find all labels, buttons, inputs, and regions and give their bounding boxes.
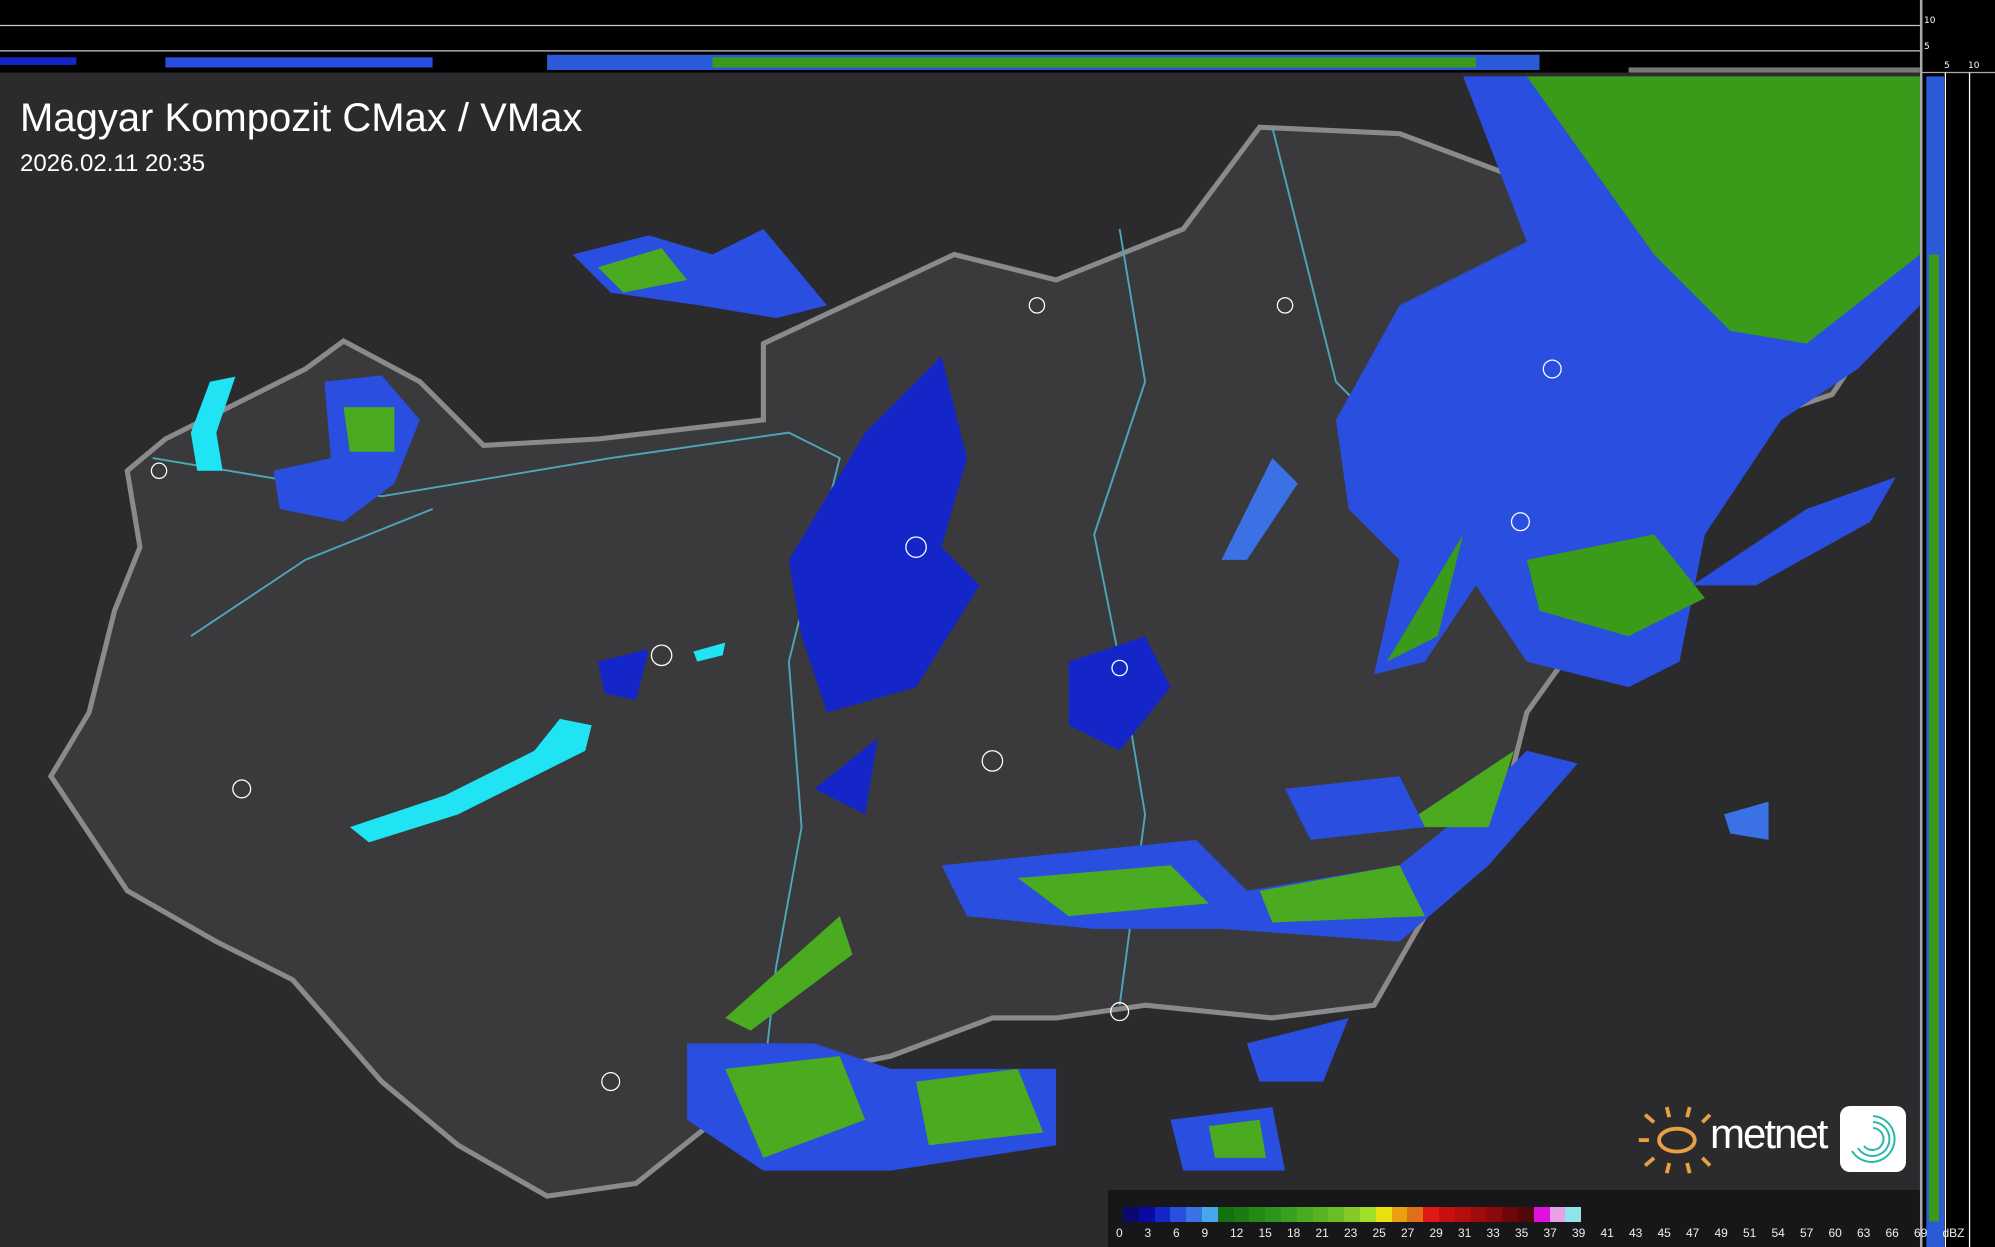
horizontal-scale-tick: 10 (1968, 61, 1980, 71)
legend-swatch (1359, 1207, 1376, 1222)
legend-swatch (1565, 1207, 1582, 1222)
legend-swatch (1265, 1207, 1281, 1222)
legend-swatch (1375, 1207, 1392, 1222)
legend-swatch (1423, 1207, 1439, 1222)
vertical-scale-tick: 10 (1924, 16, 1936, 26)
legend-label: 12 (1230, 1226, 1244, 1240)
lake-balaton (349, 718, 592, 843)
legend-swatch (1296, 1207, 1313, 1222)
legend-color-bar (1123, 1207, 1582, 1222)
legend-label: 41 (1600, 1226, 1614, 1240)
legend-label: 47 (1686, 1226, 1700, 1240)
legend-label: 39 (1572, 1226, 1586, 1240)
legend-swatch (1249, 1207, 1266, 1222)
legend-label: 23 (1344, 1226, 1358, 1240)
radar-echoes (273, 76, 1920, 1171)
legend-label: 15 (1258, 1226, 1272, 1240)
metnet-wordmark: metnet (1710, 1110, 1828, 1157)
legend-label: 3 (1144, 1226, 1152, 1240)
top-cross-section (0, 24, 1920, 73)
legend-label: 29 (1429, 1226, 1443, 1240)
legend-label: 35 (1515, 1226, 1529, 1240)
swirl-logo-icon (1840, 1106, 1906, 1172)
legend-label: 33 (1486, 1226, 1500, 1240)
legend-swatch (1549, 1207, 1566, 1222)
legend-label: 9 (1201, 1226, 1209, 1240)
legend-label: 54 (1771, 1226, 1785, 1240)
legend-swatch (1201, 1207, 1218, 1222)
legend-label: 43 (1629, 1226, 1643, 1240)
legend-label: 0 (1116, 1226, 1123, 1240)
legend-label: 60 (1828, 1226, 1842, 1240)
legend-swatch (1123, 1207, 1139, 1222)
legend-swatch (1407, 1207, 1424, 1222)
legend-swatch (1280, 1207, 1297, 1222)
legend-label: 63 (1857, 1226, 1871, 1240)
legend-label: 31 (1458, 1226, 1472, 1240)
legend-swatch (1391, 1207, 1408, 1222)
legend-swatch (1138, 1207, 1155, 1222)
lake-ferto (190, 376, 236, 471)
legend-swatch (1438, 1207, 1455, 1222)
legend-swatch (1217, 1207, 1234, 1222)
horizontal-scale-tick: 5 (1944, 61, 1950, 71)
dbz-color-legend: 0 3 6 9 12 15 18 21 23 25 27 29 31 33 35 37 39 41 43 45 47 49… (1108, 1190, 1965, 1247)
legend-label: 69 (1914, 1226, 1928, 1240)
right-cross-section (1919, 0, 1995, 1247)
metnet-logo: metnet (1638, 1104, 1928, 1178)
vertical-scale-tick: 5 (1924, 42, 1930, 52)
legend-label: 66 (1885, 1226, 1899, 1240)
legend-labels: 0 3 6 9 12 15 18 21 23 25 27 29 31 33 35 37 39 41 43 45 47 49… (1116, 1226, 1971, 1240)
legend-label: 37 (1543, 1226, 1557, 1240)
legend-swatch (1502, 1207, 1518, 1222)
legend-label: 49 (1714, 1226, 1728, 1240)
legend-unit: dBZ (1942, 1226, 1965, 1240)
legend-label: 51 (1743, 1226, 1757, 1240)
legend-swatch (1470, 1207, 1487, 1222)
legend-label: 25 (1372, 1226, 1386, 1240)
legend-swatch (1486, 1207, 1503, 1222)
legend-swatch (1186, 1207, 1202, 1222)
legend-swatch (1154, 1207, 1171, 1222)
legend-label: 57 (1800, 1226, 1814, 1240)
legend-swatch (1170, 1207, 1187, 1222)
legend-swatch (1328, 1207, 1345, 1222)
map-timestamp: 2026.02.11 20:35 (20, 150, 206, 177)
legend-label: 27 (1401, 1226, 1415, 1240)
legend-label: 6 (1173, 1226, 1180, 1240)
metnet-sun-icon (1638, 1106, 1712, 1174)
legend-label: 18 (1287, 1226, 1301, 1240)
legend-swatch (1533, 1207, 1550, 1222)
legend-label: 45 (1657, 1226, 1671, 1240)
town-outlines (150, 297, 1562, 1092)
legend-swatch (1344, 1207, 1360, 1222)
legend-label: 21 (1315, 1226, 1329, 1240)
lake-velence (693, 642, 726, 662)
legend-swatch (1312, 1207, 1329, 1222)
legend-swatch (1454, 1207, 1471, 1222)
legend-swatch (1517, 1207, 1534, 1222)
legend-swatch (1233, 1207, 1250, 1222)
map-title: Magyar Kompozit CMax / VMax (20, 96, 583, 140)
